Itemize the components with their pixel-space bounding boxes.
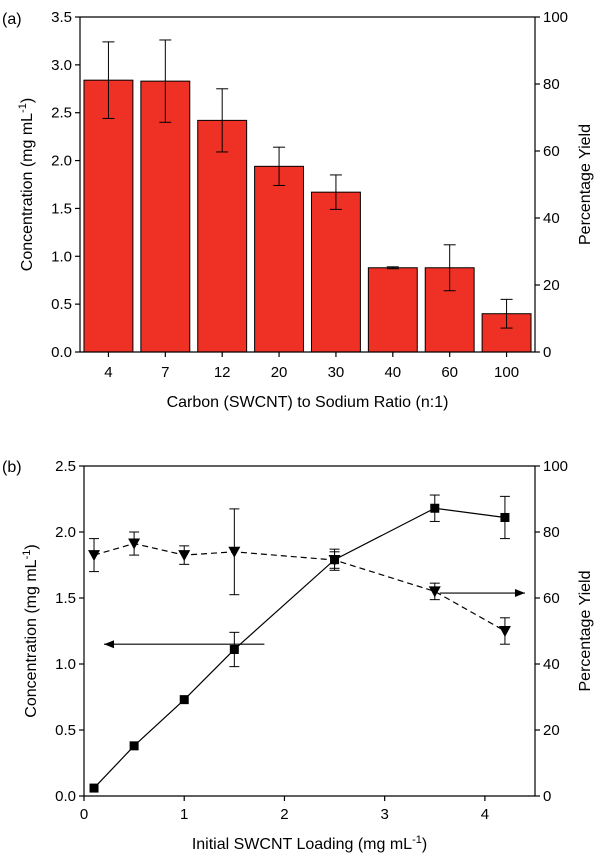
bar bbox=[83, 79, 134, 353]
x-axis-title: Carbon (SWCNT) to Sodium Ratio (n:1) bbox=[167, 394, 449, 411]
y-tick-label: 0.0 bbox=[51, 344, 72, 361]
x-tick-label: 0 bbox=[80, 806, 88, 823]
panel-b-line-chart: (b) 0 1 2 3 4 0.0 0.5 1.0 1.5 2.0 2.5 0 20 40 60 80 100 C… bbox=[2, 458, 594, 853]
y2-axis-title: Percentage Yield bbox=[577, 571, 594, 692]
y2-tick-label: 100 bbox=[543, 9, 568, 26]
bar bbox=[140, 80, 191, 353]
y-tick-label: 0.0 bbox=[55, 788, 76, 805]
y-tick-label: 1.5 bbox=[55, 590, 76, 607]
y2-tick-label: 80 bbox=[543, 76, 560, 93]
y2-tick-label: 0 bbox=[543, 788, 551, 805]
series-line bbox=[93, 542, 506, 632]
y2-tick-label: 100 bbox=[543, 458, 568, 475]
x-tick-label: 40 bbox=[384, 364, 401, 381]
y2-tick-label: 40 bbox=[543, 656, 560, 673]
bar bbox=[197, 119, 248, 353]
bar bbox=[367, 267, 418, 353]
y2-tick-label: 0 bbox=[543, 344, 551, 361]
y2-tick-label: 20 bbox=[543, 277, 560, 294]
arrow-right-axis-head bbox=[514, 589, 525, 598]
panel-a-label: (a) bbox=[2, 11, 22, 28]
x-tick-label: 30 bbox=[328, 364, 345, 381]
data-point-triangle bbox=[498, 626, 511, 637]
y-tick-label: 3.5 bbox=[51, 9, 72, 26]
y-tick-label: 1.0 bbox=[51, 248, 72, 265]
y2-tick-label: 60 bbox=[543, 590, 560, 607]
y-tick-label: 0.5 bbox=[51, 296, 72, 313]
data-point-triangle bbox=[128, 538, 141, 550]
y-tick-label: 2.5 bbox=[51, 105, 72, 122]
data-point-triangle bbox=[328, 555, 341, 567]
data-point-square bbox=[179, 695, 189, 705]
x-tick-label: 1 bbox=[180, 806, 188, 823]
bar bbox=[254, 165, 305, 353]
x-axis-title: Initial SWCNT Loading (mg mL-1) bbox=[192, 834, 427, 853]
data-point-triangle bbox=[428, 586, 441, 598]
data-point-triangle bbox=[88, 550, 101, 562]
data-point-square bbox=[500, 512, 510, 522]
y-tick-label: 0.5 bbox=[55, 722, 76, 739]
x-tick-label: 20 bbox=[271, 364, 288, 381]
x-tick-label: 4 bbox=[481, 806, 489, 823]
y-tick-label: 2.0 bbox=[51, 153, 72, 170]
y-tick-label: 3.0 bbox=[51, 57, 72, 74]
arrow-left-axis-head bbox=[104, 640, 115, 649]
panel-a-bar-chart: (a) 4 7 12 20 30 40 60 100 0.0 0.5 1.0 1.5 2.0 2.5 3.0… bbox=[2, 9, 594, 411]
data-point-square bbox=[229, 644, 239, 654]
x-tick-label: 100 bbox=[494, 364, 519, 381]
data-point-square bbox=[89, 783, 99, 793]
x-tick-label: 60 bbox=[441, 364, 458, 381]
x-tick-label: 3 bbox=[380, 806, 388, 823]
y-tick-label: 1.5 bbox=[51, 200, 72, 217]
y2-tick-label: 80 bbox=[543, 524, 560, 541]
y2-tick-label: 40 bbox=[543, 210, 560, 227]
y-tick-label: 2.0 bbox=[55, 524, 76, 541]
data-point-triangle bbox=[178, 550, 191, 562]
bar bbox=[310, 191, 361, 353]
y-tick-label: 2.5 bbox=[55, 458, 76, 475]
data-point-triangle bbox=[228, 546, 241, 558]
x-tick-label: 7 bbox=[161, 364, 169, 381]
x-tick-label: 4 bbox=[104, 364, 112, 381]
y-tick-label: 1.0 bbox=[55, 656, 76, 673]
data-point-square bbox=[129, 741, 139, 751]
y-axis-title: Concentration (mg mL-1) bbox=[17, 98, 36, 271]
y2-axis-title: Percentage Yield bbox=[577, 124, 594, 245]
x-tick-label: 2 bbox=[280, 806, 288, 823]
y2-tick-label: 60 bbox=[543, 143, 560, 160]
panel-b-label: (b) bbox=[2, 459, 22, 476]
data-point-square bbox=[430, 503, 440, 513]
y2-tick-label: 20 bbox=[543, 722, 560, 739]
x-tick-label: 12 bbox=[214, 364, 231, 381]
y-axis-title: Concentration (mg mL-1) bbox=[21, 544, 40, 717]
series-line bbox=[93, 507, 506, 789]
